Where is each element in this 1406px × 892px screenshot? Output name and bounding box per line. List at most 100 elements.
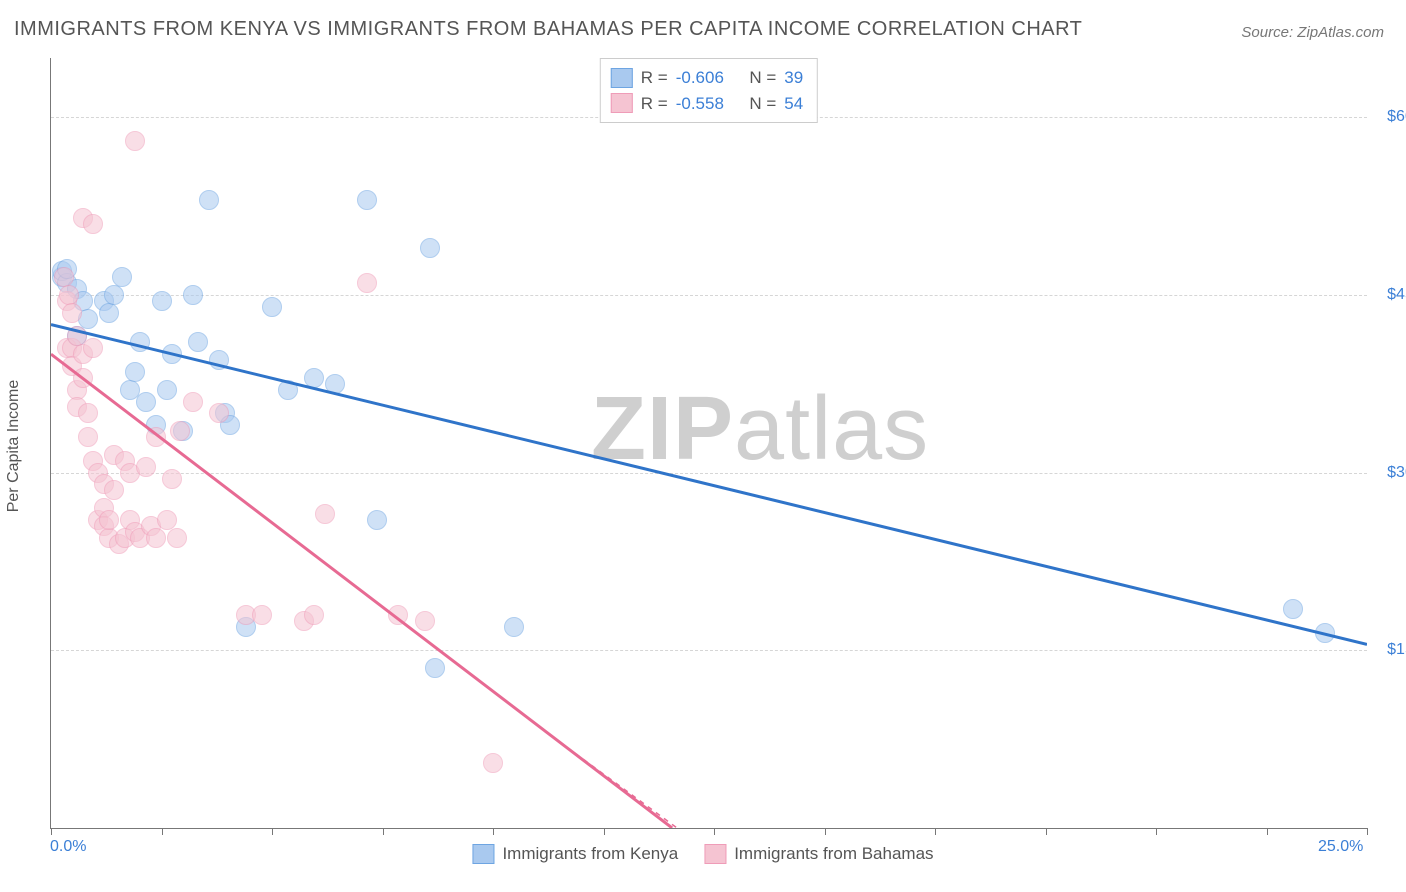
y-tick-label: $30,000 (1371, 464, 1406, 482)
marker-bahamas (99, 510, 119, 530)
marker-kenya (104, 285, 124, 305)
marker-bahamas (136, 457, 156, 477)
marker-kenya (262, 297, 282, 317)
marker-bahamas (157, 510, 177, 530)
regression-line-extension (551, 736, 693, 828)
marker-kenya (183, 285, 203, 305)
x-tick (51, 828, 52, 835)
marker-kenya (188, 332, 208, 352)
regression-line (51, 325, 1367, 645)
marker-kenya (99, 303, 119, 323)
x-tick (493, 828, 494, 835)
marker-kenya (304, 368, 324, 388)
y-tick-label: $45,000 (1371, 286, 1406, 304)
marker-bahamas (125, 131, 145, 151)
marker-bahamas (83, 214, 103, 234)
marker-kenya (209, 350, 229, 370)
marker-kenya (152, 291, 172, 311)
marker-kenya (367, 510, 387, 530)
marker-kenya (1283, 599, 1303, 619)
legend-label-kenya: Immigrants from Kenya (502, 844, 678, 864)
stats-row-bahamas: R = -0.558 N = 54 (611, 91, 803, 117)
regression-lines-layer (51, 58, 1367, 828)
marker-bahamas (170, 421, 190, 441)
marker-bahamas (415, 611, 435, 631)
legend-item-kenya: Immigrants from Kenya (472, 844, 678, 864)
x-tick (604, 828, 605, 835)
marker-kenya (125, 362, 145, 382)
marker-kenya (420, 238, 440, 258)
marker-bahamas (162, 469, 182, 489)
swatch-bahamas (611, 93, 633, 113)
gridline (51, 295, 1367, 296)
marker-kenya (130, 332, 150, 352)
gridline (51, 650, 1367, 651)
n-value-bahamas: 54 (784, 91, 803, 117)
marker-kenya (425, 658, 445, 678)
watermark: ZIPatlas (591, 378, 929, 481)
x-tick (1267, 828, 1268, 835)
marker-bahamas (388, 605, 408, 625)
swatch-kenya (611, 68, 633, 88)
x-tick (714, 828, 715, 835)
marker-bahamas (315, 504, 335, 524)
x-tick (935, 828, 936, 835)
marker-bahamas (209, 403, 229, 423)
x-tick (1046, 828, 1047, 835)
n-label-bahamas: N = (749, 91, 776, 117)
x-tick (825, 828, 826, 835)
series-legend: Immigrants from Kenya Immigrants from Ba… (472, 844, 933, 864)
watermark-bold: ZIP (591, 379, 734, 479)
marker-kenya (112, 267, 132, 287)
legend-label-bahamas: Immigrants from Bahamas (734, 844, 933, 864)
marker-bahamas (78, 403, 98, 423)
marker-kenya (278, 380, 298, 400)
regression-line (51, 354, 672, 828)
chart-container: IMMIGRANTS FROM KENYA VS IMMIGRANTS FROM… (0, 0, 1406, 892)
r-value-kenya: -0.606 (676, 65, 724, 91)
source-prefix: Source: (1241, 24, 1293, 41)
n-label-kenya: N = (749, 65, 776, 91)
y-axis-label: Per Capita Income (5, 380, 23, 513)
marker-bahamas (78, 427, 98, 447)
source-name: ZipAtlas.com (1297, 24, 1384, 41)
x-tick (272, 828, 273, 835)
source-credit: Source: ZipAtlas.com (1241, 24, 1384, 41)
stats-legend-box: R = -0.606 N = 39 R = -0.558 N = 54 (600, 58, 818, 123)
marker-bahamas (73, 368, 93, 388)
marker-kenya (1315, 623, 1335, 643)
marker-kenya (199, 190, 219, 210)
marker-bahamas (357, 273, 377, 293)
marker-bahamas (483, 753, 503, 773)
marker-bahamas (167, 528, 187, 548)
stats-row-kenya: R = -0.606 N = 39 (611, 65, 803, 91)
marker-bahamas (252, 605, 272, 625)
legend-item-bahamas: Immigrants from Bahamas (704, 844, 933, 864)
marker-bahamas (146, 427, 166, 447)
marker-kenya (157, 380, 177, 400)
n-value-kenya: 39 (784, 65, 803, 91)
marker-kenya (504, 617, 524, 637)
y-tick-label: $60,000 (1371, 108, 1406, 126)
x-tick-label-min: 0.0% (50, 838, 86, 856)
marker-kenya (357, 190, 377, 210)
marker-kenya (325, 374, 345, 394)
x-tick-label-max: 25.0% (1318, 838, 1363, 856)
legend-swatch-kenya (472, 844, 494, 864)
marker-bahamas (146, 528, 166, 548)
marker-bahamas (83, 338, 103, 358)
watermark-light: atlas (734, 379, 929, 479)
x-tick (1367, 828, 1368, 835)
marker-bahamas (183, 392, 203, 412)
r-label-kenya: R = (641, 65, 668, 91)
gridline (51, 473, 1367, 474)
plot-area: ZIPatlas R = -0.606 N = 39 R = -0.558 N … (50, 58, 1367, 829)
r-value-bahamas: -0.558 (676, 91, 724, 117)
r-label-bahamas: R = (641, 91, 668, 117)
marker-kenya (162, 344, 182, 364)
x-tick (1156, 828, 1157, 835)
marker-bahamas (304, 605, 324, 625)
x-tick (383, 828, 384, 835)
y-tick-label: $15,000 (1371, 641, 1406, 659)
chart-title: IMMIGRANTS FROM KENYA VS IMMIGRANTS FROM… (14, 18, 1082, 41)
